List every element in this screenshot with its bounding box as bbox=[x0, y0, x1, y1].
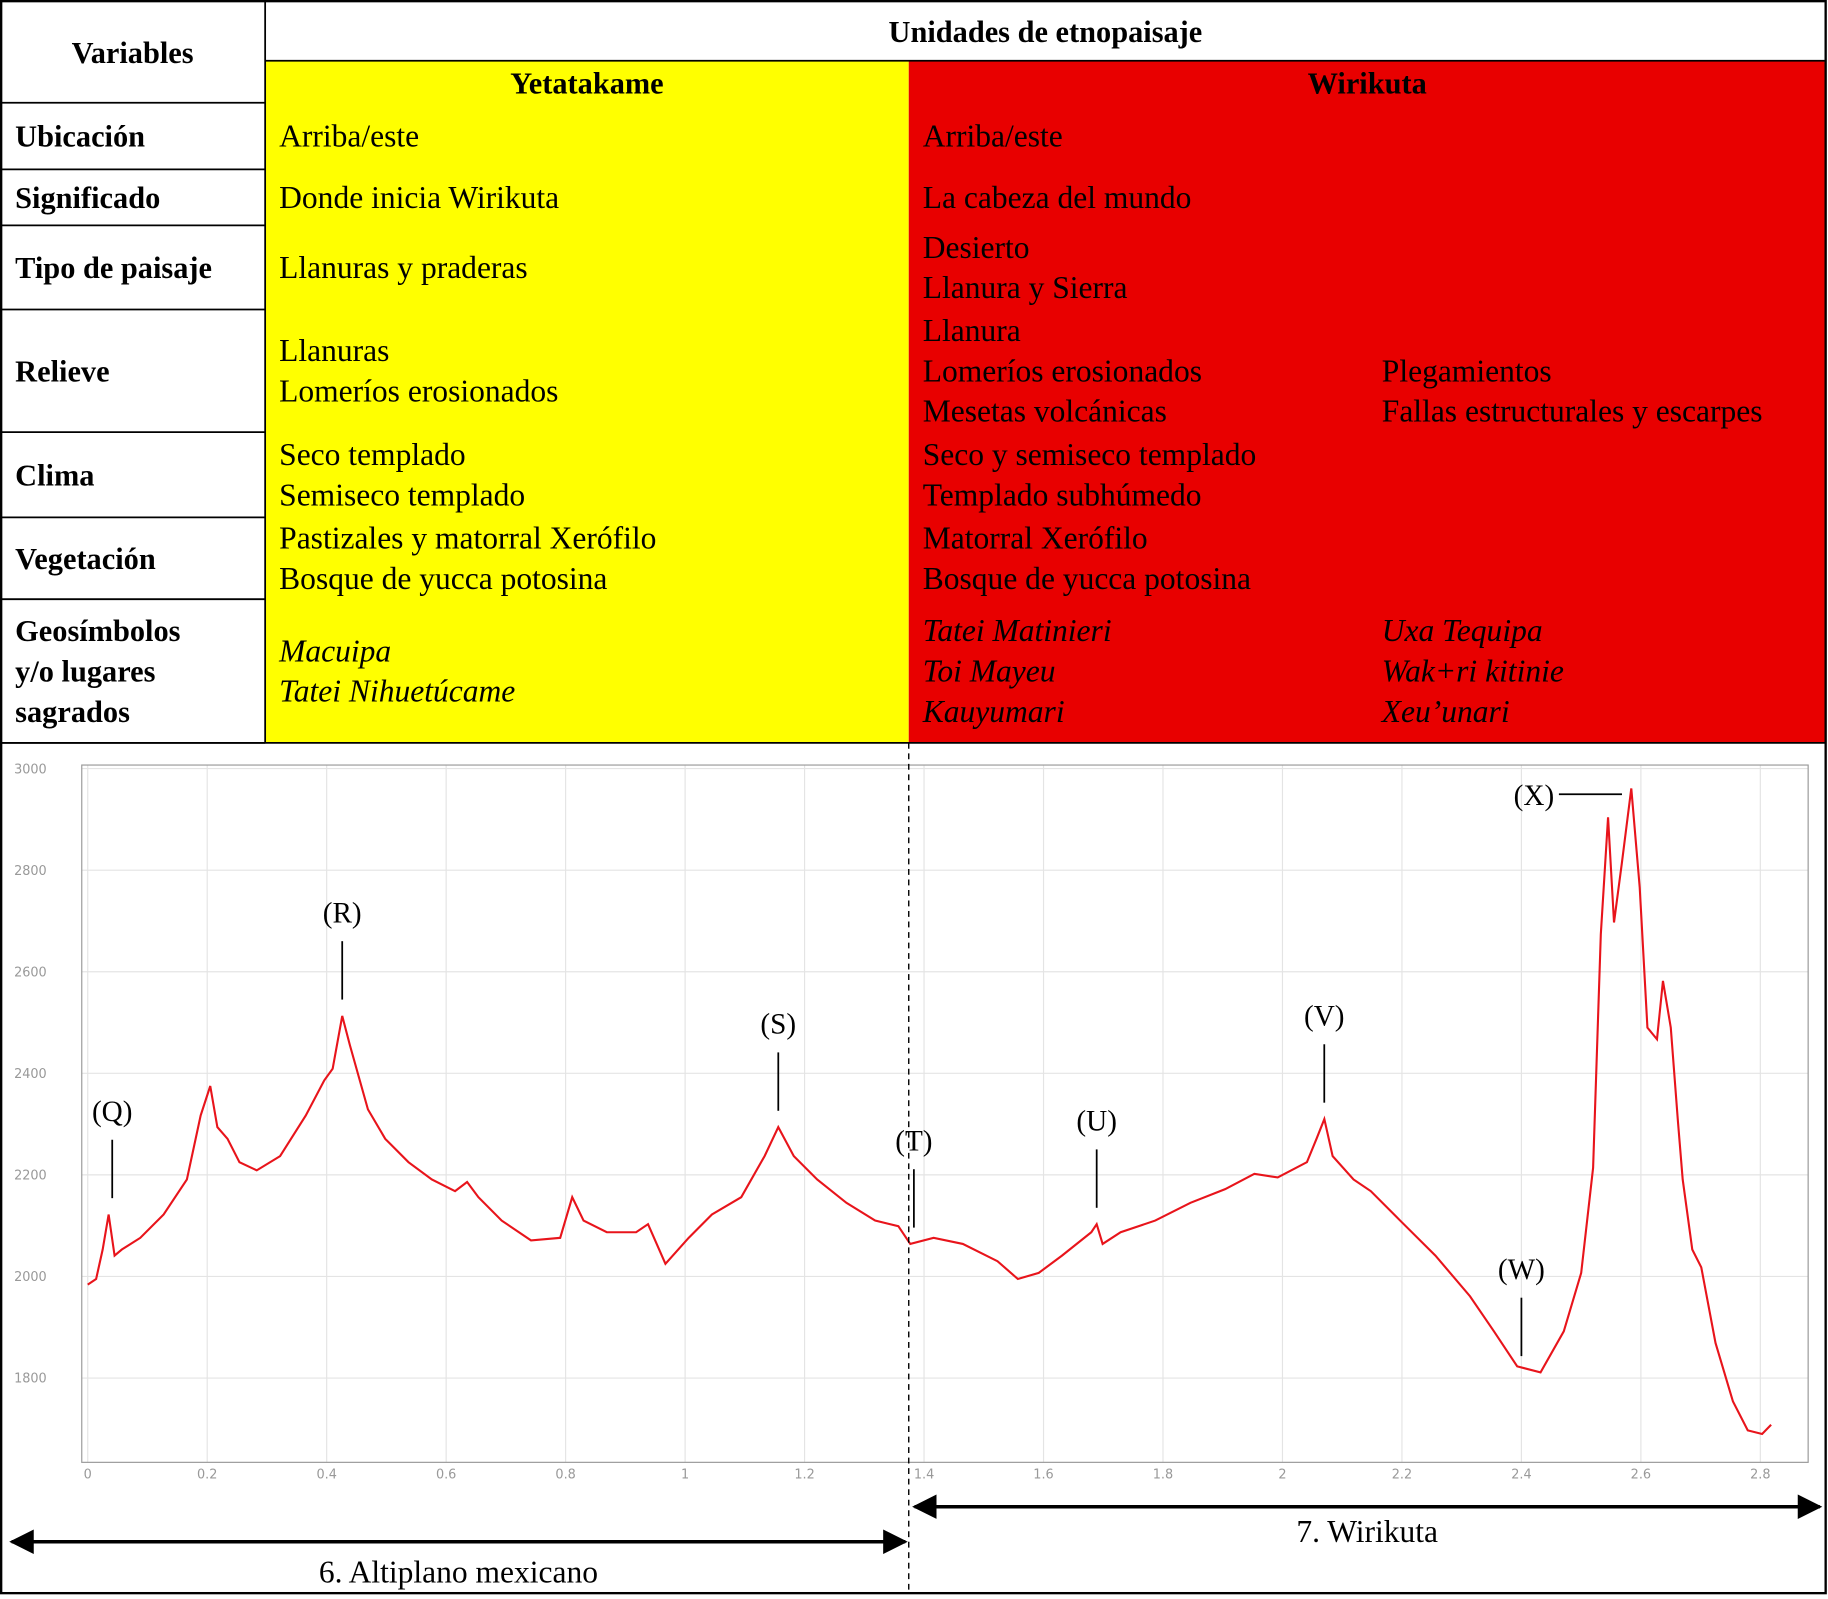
column-header: Yetatakame bbox=[510, 66, 663, 100]
group-header: Unidades de etnopaisaje bbox=[889, 15, 1203, 49]
cell-text: Semiseco templado bbox=[279, 477, 525, 512]
cell-text: Toi Mayeu bbox=[923, 654, 1056, 689]
annotation: (Q) bbox=[92, 1096, 133, 1128]
cell-text: Llanuras y praderas bbox=[279, 250, 528, 285]
cell-text: Llanura y Sierra bbox=[923, 270, 1128, 305]
x-tick-label: 0.2 bbox=[197, 1468, 217, 1483]
cell-text: Tatei Nihuetúcame bbox=[279, 674, 515, 709]
x-tick-label: 1.6 bbox=[1033, 1468, 1053, 1483]
cell-text: Uxa Tequipa bbox=[1382, 613, 1543, 648]
column-header: Wirikuta bbox=[1308, 66, 1427, 100]
x-tick-label: 2 bbox=[1278, 1468, 1286, 1483]
cell-text: Arriba/este bbox=[279, 119, 419, 154]
row-label: Vegetación bbox=[15, 542, 156, 576]
row-label: Tipo de paisaje bbox=[15, 251, 212, 285]
cell-text: Fallas estructurales y escarpes bbox=[1382, 394, 1763, 429]
column-fill bbox=[265, 60, 909, 743]
x-tick-label: 2.6 bbox=[1631, 1468, 1651, 1483]
y-tick-label: 2600 bbox=[14, 965, 47, 980]
x-tick-label: 2.4 bbox=[1511, 1468, 1531, 1483]
y-tick-label: 2400 bbox=[14, 1067, 47, 1082]
y-tick-label: 2200 bbox=[14, 1169, 47, 1184]
cell-text: Macuipa bbox=[278, 633, 391, 668]
cell-text: Bosque de yucca potosina bbox=[923, 561, 1251, 596]
cell-text: Seco y semiseco templado bbox=[923, 437, 1256, 472]
x-tick-label: 1.4 bbox=[914, 1468, 934, 1483]
y-tick-label: 3000 bbox=[14, 762, 47, 777]
x-tick-label: 0.6 bbox=[436, 1468, 456, 1483]
x-tick-label: 0.8 bbox=[555, 1468, 575, 1483]
annotation: (V) bbox=[1304, 1001, 1345, 1033]
cell-text: Pastizales y matorral Xerófilo bbox=[279, 521, 656, 556]
x-tick-label: 0.4 bbox=[316, 1468, 336, 1483]
annotation: (U) bbox=[1076, 1106, 1117, 1138]
annotation: (R) bbox=[323, 897, 362, 929]
y-tick-label: 2000 bbox=[14, 1270, 47, 1285]
cell-text: Plegamientos bbox=[1382, 353, 1552, 388]
row-label: sagrados bbox=[15, 695, 130, 729]
cell-text: Lomeríos erosionados bbox=[923, 353, 1202, 388]
x-tick-label: 1 bbox=[681, 1468, 689, 1483]
annotation: (X) bbox=[1514, 780, 1555, 812]
y-tick-label: 1800 bbox=[14, 1372, 47, 1387]
cell-text: Arriba/este bbox=[923, 119, 1063, 154]
cell-text: Donde inicia Wirikuta bbox=[279, 180, 559, 215]
cell-text: Seco templado bbox=[279, 437, 465, 472]
row-label: Relieve bbox=[15, 354, 109, 388]
cell-text: Matorral Xerófilo bbox=[923, 521, 1148, 556]
cell-text: Wak+ri kitinie bbox=[1382, 654, 1564, 689]
x-tick-label: 2.2 bbox=[1392, 1468, 1412, 1483]
cell-text: Llanuras bbox=[279, 333, 389, 368]
x-tick-label: 0 bbox=[84, 1468, 92, 1483]
region-label: 6. Altiplano mexicano bbox=[319, 1555, 598, 1590]
cell-text: Mesetas volcánicas bbox=[923, 394, 1167, 429]
cell-text: Templado subhúmedo bbox=[923, 477, 1202, 512]
row-label: Clima bbox=[15, 458, 94, 492]
annotation: (W) bbox=[1498, 1254, 1545, 1286]
x-tick-label: 1.8 bbox=[1153, 1468, 1173, 1483]
column-fill bbox=[908, 60, 1826, 743]
annotation: (T) bbox=[895, 1126, 932, 1158]
profile-line bbox=[87, 788, 1772, 1436]
cell-text: Desierto bbox=[923, 230, 1030, 265]
x-tick-label: 1.2 bbox=[794, 1468, 814, 1483]
cell-text: La cabeza del mundo bbox=[923, 180, 1192, 215]
x-tick-label: 2.8 bbox=[1750, 1468, 1770, 1483]
y-tick-label: 2800 bbox=[14, 864, 47, 879]
row-label: Ubicación bbox=[15, 120, 145, 154]
cell-text: Lomeríos erosionados bbox=[279, 374, 558, 409]
cell-text: Llanura bbox=[923, 313, 1021, 348]
row-label: Significado bbox=[15, 181, 160, 215]
row-label: y/o lugares bbox=[15, 655, 155, 689]
cell-text: Kauyumari bbox=[922, 694, 1065, 729]
cell-text: Bosque de yucca potosina bbox=[279, 561, 607, 596]
plot-frame bbox=[81, 764, 1809, 1463]
corner-header: Variables bbox=[72, 36, 194, 70]
cell-text: Tatei Matinieri bbox=[923, 613, 1112, 648]
cell-text: Xeu’unari bbox=[1380, 694, 1510, 729]
region-label: 7. Wirikuta bbox=[1296, 1514, 1438, 1549]
row-label: Geosímbolos bbox=[15, 614, 180, 648]
annotation: (S) bbox=[760, 1009, 796, 1041]
